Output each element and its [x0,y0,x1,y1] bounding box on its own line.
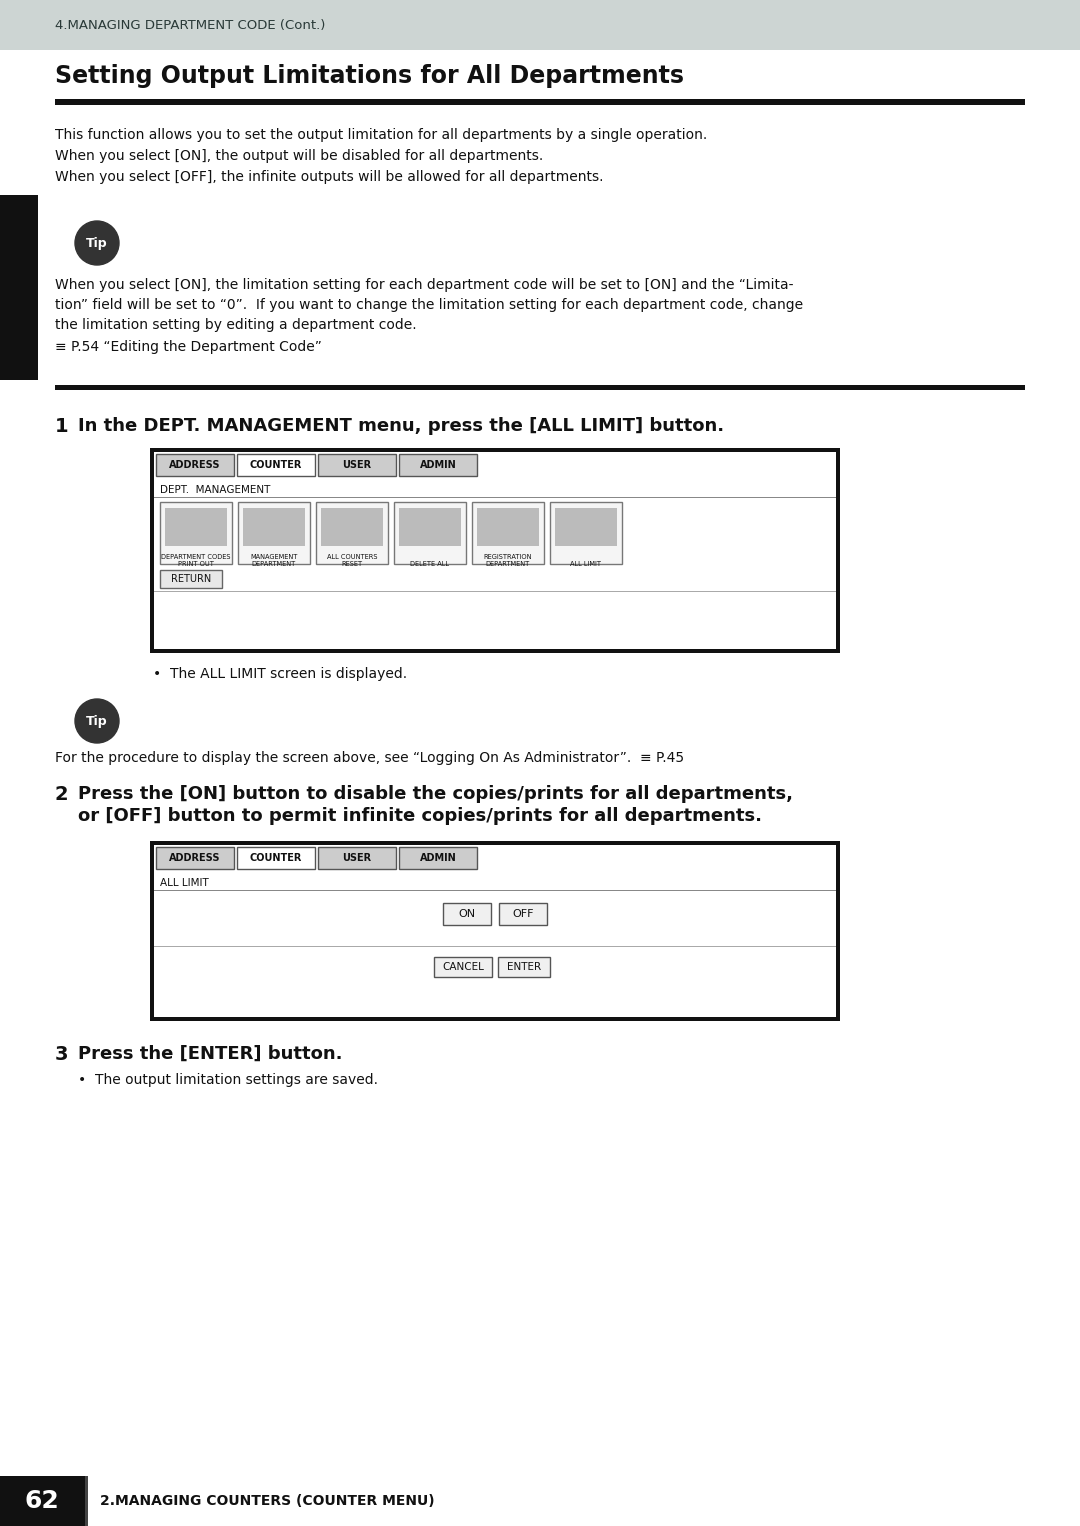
Text: the limitation setting by editing a department code.: the limitation setting by editing a depa… [55,317,417,333]
Bar [160,502,232,565]
Bar [154,452,836,649]
Text: ≡ P.54 “Editing the Department Code”: ≡ P.54 “Editing the Department Code” [55,340,322,354]
Bar [399,455,477,476]
Text: 2.MANAGING COUNTERS (COUNTER MENU): 2.MANAGING COUNTERS (COUNTER MENU) [100,1494,434,1508]
Text: CANCEL: CANCEL [442,961,484,972]
Text: 62: 62 [25,1489,59,1512]
Text: For the procedure to display the screen above, see “Logging On As Administrator”: For the procedure to display the screen … [55,751,684,765]
Text: DELETE ALL: DELETE ALL [410,562,449,568]
Text: Setting Output Limitations for All Departments: Setting Output Limitations for All Depar… [55,64,684,89]
Text: Press the [ENTER] button.: Press the [ENTER] button. [78,1045,342,1064]
Bar [55,385,1025,391]
Bar [0,195,38,380]
Bar [160,571,222,588]
Text: REGISTRATION: REGISTRATION [484,554,532,560]
Bar [238,502,310,565]
Text: ALL LIMIT: ALL LIMIT [160,877,208,888]
Bar [243,508,305,546]
Bar [150,449,840,653]
Text: ALL COUNTERS: ALL COUNTERS [327,554,377,560]
Text: Tip: Tip [86,237,108,249]
Text: RETURN: RETURN [171,574,211,584]
Bar [85,1476,87,1526]
Text: ADMIN: ADMIN [420,853,457,864]
Text: Press the [ON] button to disable the copies/prints for all departments,: Press the [ON] button to disable the cop… [78,784,793,803]
Text: In the DEPT. MANAGEMENT menu, press the [ALL LIMIT] button.: In the DEPT. MANAGEMENT menu, press the … [78,417,724,435]
Text: or [OFF] button to permit infinite copies/prints for all departments.: or [OFF] button to permit infinite copie… [78,807,762,826]
Bar [0,0,1080,50]
Text: •  The output limitation settings are saved.: • The output limitation settings are sav… [78,1073,378,1087]
Text: 4.MANAGING DEPARTMENT CODE (Cont.): 4.MANAGING DEPARTMENT CODE (Cont.) [55,18,325,32]
Bar [0,1476,85,1526]
Text: When you select [ON], the output will be disabled for all departments.: When you select [ON], the output will be… [55,150,543,163]
Bar [237,455,315,476]
Text: USER: USER [342,459,372,470]
Text: DEPARTMENT: DEPARTMENT [486,562,530,568]
Text: ENTER: ENTER [507,961,541,972]
Text: ON: ON [458,909,475,919]
Bar [55,99,1025,105]
Bar [399,508,461,546]
Text: Tip: Tip [86,714,108,728]
Text: ADDRESS: ADDRESS [170,853,220,864]
Text: 3: 3 [55,1045,68,1064]
Text: MANAGEMENT: MANAGEMENT [251,554,298,560]
Bar [434,957,492,977]
Bar [499,903,546,925]
Bar [477,508,539,546]
Bar [318,847,396,868]
Text: COUNTER: COUNTER [249,853,302,864]
Text: ALL LIMIT: ALL LIMIT [570,562,602,568]
Bar [399,847,477,868]
Text: 2: 2 [8,444,30,476]
Bar [154,845,836,1016]
Text: RESET: RESET [341,562,363,568]
Bar [443,903,491,925]
Bar [555,508,617,546]
Bar [316,502,388,565]
Text: tion” field will be set to “0”.  If you want to change the limitation setting fo: tion” field will be set to “0”. If you w… [55,298,804,311]
Bar [156,455,234,476]
Bar [321,508,383,546]
Bar [156,847,234,868]
Bar [237,847,315,868]
Text: ADMIN: ADMIN [420,459,457,470]
Text: COUNTER: COUNTER [249,459,302,470]
Bar [550,502,622,565]
Text: ADDRESS: ADDRESS [170,459,220,470]
Circle shape [75,221,119,266]
Text: DEPT.  MANAGEMENT: DEPT. MANAGEMENT [160,485,270,494]
Text: When you select [ON], the limitation setting for each department code will be se: When you select [ON], the limitation set… [55,278,794,291]
Text: DEPARTMENT: DEPARTMENT [252,562,296,568]
Text: When you select [OFF], the infinite outputs will be allowed for all departments.: When you select [OFF], the infinite outp… [55,169,604,185]
Text: PRINT OUT: PRINT OUT [178,562,214,568]
Text: 1: 1 [55,417,69,436]
Text: •  The ALL LIMIT screen is displayed.: • The ALL LIMIT screen is displayed. [153,667,407,681]
Bar [150,841,840,1021]
Bar [394,502,465,565]
Text: OFF: OFF [512,909,534,919]
Bar [318,455,396,476]
Circle shape [75,699,119,743]
Text: This function allows you to set the output limitation for all departments by a s: This function allows you to set the outp… [55,128,707,142]
Bar [498,957,550,977]
Text: USER: USER [342,853,372,864]
Text: 2: 2 [55,784,69,804]
Bar [165,508,227,546]
Bar [472,502,544,565]
Text: DEPARTMENT CODES: DEPARTMENT CODES [161,554,231,560]
